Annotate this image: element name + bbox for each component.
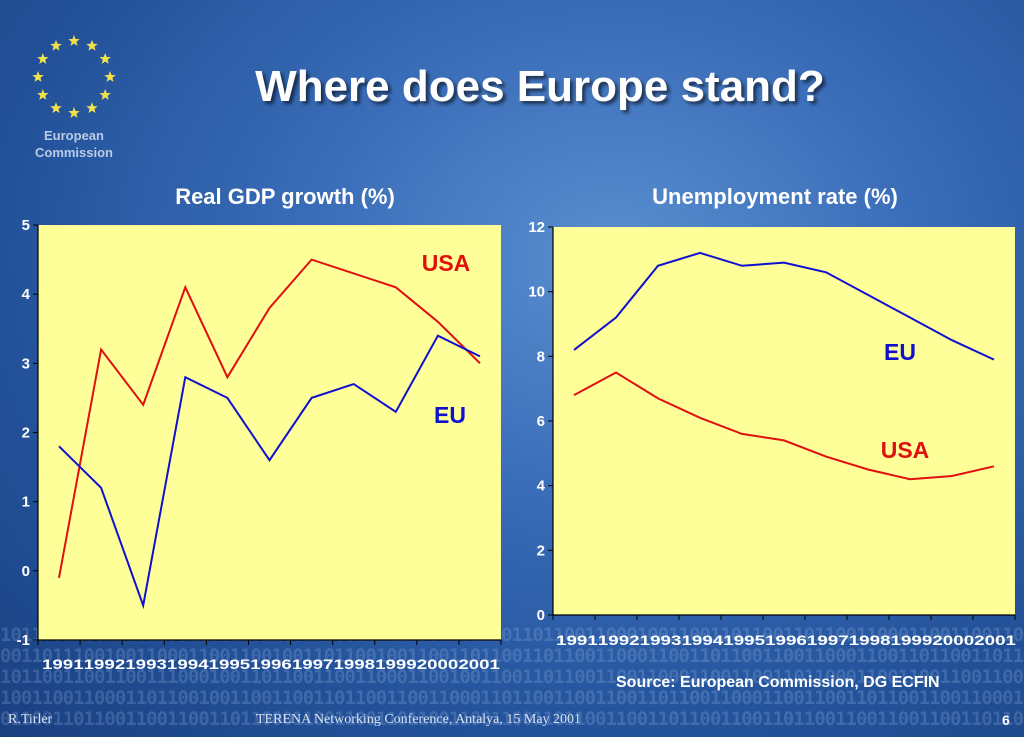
unemployment-y-tick-label: 4 [537,478,546,495]
gdp-x-tick-label: 1993 [125,656,167,672]
gdp-x-tick-label: 1994 [167,656,209,672]
gdp-chart: -1 0 1 2 3 4 5 1991 1992 1993 1994 1995 1996 1997 1998… [17,217,502,672]
unemployment-y-tick-label: 6 [537,413,545,430]
gdp-x-tick-label: 1996 [250,656,292,672]
eu-stars-icon [32,35,116,118]
unemployment-y-tick-label: 8 [537,348,545,365]
footer-author: R.Tirler [8,712,53,727]
gdp-y-tick-label: 2 [22,425,30,442]
gdp-series-eu-label: EU [434,402,466,428]
gdp-series-usa-line [58,258,481,578]
unemployment-series-usa-line [573,371,995,481]
gdp-y-tick-label: 3 [22,355,30,372]
source-note: Source: European Commission, DG ECFIN [616,674,940,691]
eu-star-6 [86,102,98,114]
unemployment-x-tick-label: 2001 [974,632,1016,648]
unemployment-y-tick-label: 2 [537,542,545,559]
eu-star-1 [68,35,80,46]
unemployment-x-tick-label: 1993 [640,632,682,648]
eu-star-8 [50,102,62,114]
gdp-x-tick-label: 1998 [333,656,375,672]
binary-pattern-decoration: 1011001100110011001100110110011000100110… [0,625,1024,730]
gdp-y-tick-label: 5 [22,217,30,234]
gdp-y-tick-label: 4 [22,286,31,303]
unemployment-x-tick-label: 1998 [849,632,891,648]
unemployment-series-usa-label: USA [881,437,930,463]
eu-star-5 [99,89,111,100]
unemployment-x-tick-label: 1994 [681,632,723,648]
eu-star-9 [37,89,49,100]
unemployment-y-tick-label: 10 [528,284,545,301]
gdp-series-usa-label: USA [422,250,471,276]
gdp-y-tick-label: -1 [17,632,30,649]
slide-title: Where does Europe stand? [255,62,825,111]
unemployment-chart-title: Unemployment rate (%) [652,184,898,209]
gdp-x-tick-label: 1999 [375,656,417,672]
gdp-x-tick-label: 1992 [84,656,126,672]
gdp-chart-title: Real GDP growth (%) [175,184,395,209]
eu-star-11 [37,53,49,64]
logo-text-line-1: European [44,128,104,143]
eu-star-4 [104,71,116,82]
gdp-series-eu-line [58,334,481,610]
unemployment-x-tick-label: 1995 [723,632,765,648]
gdp-plot-area [38,225,501,640]
unemployment-y-tick-label: 0 [537,607,545,624]
unemployment-x-tick-label: 1999 [891,632,933,648]
gdp-x-tick-label: 1995 [209,656,251,672]
unemployment-x-tick-label: 1991 [556,632,598,648]
unemployment-x-tick-label: 1996 [765,632,807,648]
unemployment-series-eu-label: EU [884,339,916,365]
unemployment-plot-area [553,227,1015,615]
eu-star-2 [86,39,98,51]
unemployment-x-tick-label: 1997 [807,632,849,648]
unemployment-x-tick-label: 2000 [932,632,974,648]
footer-page-number: 6 [1002,712,1010,728]
gdp-x-tick-label: 1997 [292,656,334,672]
unemployment-y-tick-label: 12 [528,219,545,236]
gdp-x-tick-label: 2001 [458,656,500,672]
european-commission-logo: European Commission [26,32,122,162]
eu-star-7 [68,107,80,118]
gdp-y-tick-label: 0 [22,563,30,580]
logo-text-line-2: Commission [34,145,113,160]
gdp-x-tick-label: 1991 [42,656,84,672]
eu-star-3 [99,53,111,64]
unemployment-x-tick-label: 1992 [598,632,640,648]
gdp-x-tick-label: 2000 [417,656,459,672]
unemployment-series-eu-line [573,251,995,361]
footer-event: TERENA Networking Conference, Antalya, 1… [256,712,582,727]
eu-star-10 [32,71,44,82]
eu-star-12 [50,39,62,51]
gdp-y-tick-label: 1 [22,494,30,511]
